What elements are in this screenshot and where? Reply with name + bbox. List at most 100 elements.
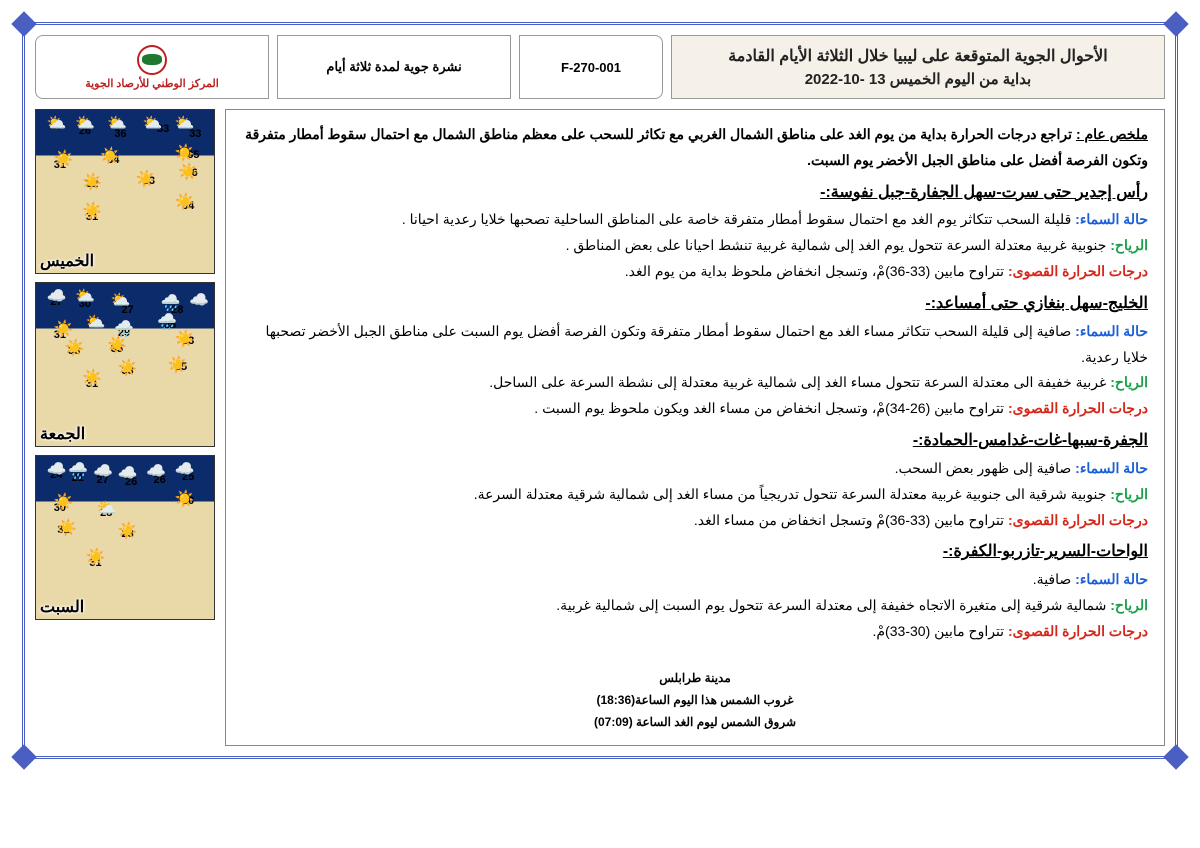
region-title: الخليج-سهل بنغازي حتى أمساعد:- — [242, 289, 1148, 319]
title-line1: الأحوال الجوية المتوقعة على ليبيا خلال ا… — [686, 46, 1150, 66]
weather-icon — [189, 290, 209, 310]
summary-label: ملخص عام : — [1076, 126, 1148, 142]
weather-icon — [175, 329, 195, 349]
weather-icon — [107, 335, 127, 355]
logo-icon — [137, 45, 167, 75]
weather-icon — [175, 489, 195, 509]
corner-ornament — [1163, 745, 1188, 770]
weather-icon — [82, 172, 102, 192]
summary-text: تراجع درجات الحرارة بداية من يوم الغد عل… — [245, 126, 1148, 168]
weather-icon — [178, 162, 198, 182]
header-row: الأحوال الجوية المتوقعة على ليبيا خلال ا… — [35, 35, 1165, 99]
weather-icon — [82, 368, 102, 388]
maps-column: الخميس27263633333134353233363134الجمعة27… — [35, 109, 215, 746]
weather-icon — [54, 149, 74, 169]
weather-icon — [136, 169, 156, 189]
weather-icon — [54, 319, 74, 339]
weather-icon — [93, 461, 113, 481]
main-row: ملخص عام : تراجع درجات الحرارة بداية من … — [35, 109, 1165, 746]
weather-icon — [118, 521, 138, 541]
wind-row: الرياح: غربية خفيفة الى معتدلة السرعة تت… — [242, 370, 1148, 396]
region-block: الخليج-سهل بنغازي حتى أمساعد:- حالة السم… — [242, 289, 1148, 422]
corner-ornament — [11, 11, 36, 36]
weather-icon — [64, 338, 84, 358]
weather-icon — [118, 463, 138, 483]
region-title: الواحات-السرير-تازربو-الكفرة:- — [242, 537, 1148, 567]
summary: ملخص عام : تراجع درجات الحرارة بداية من … — [242, 122, 1148, 174]
sunrise-time: شروق الشمس ليوم الغد الساعة (07:09) — [242, 711, 1148, 733]
region-title: رأس إجدير حتى سرت-سهل الجفارة-جبل نفوسة:… — [242, 178, 1148, 208]
weather-icon — [68, 461, 88, 481]
corner-ornament — [11, 745, 36, 770]
weather-icon — [175, 113, 195, 133]
forecast-map: السبت242127262625302830312831 — [35, 455, 215, 620]
region-block: الجفرة-سبها-غات-غدامس-الحمادة:- حالة الس… — [242, 426, 1148, 533]
weather-icon — [161, 293, 181, 313]
temp-row: درجات الحرارة القصوى: تتراوح مابين (33-3… — [242, 259, 1148, 285]
weather-icon — [47, 286, 67, 306]
temp-text: تتراوح مابين (33-36)مْ، وتسجل انخفاض ملح… — [625, 263, 1004, 279]
sky-row: حالة السماء: قليلة السحب تتكاثر يوم الغد… — [242, 207, 1148, 233]
temp-label: درجات الحرارة القصوى: — [1008, 512, 1148, 528]
map-day-label: السبت — [40, 597, 84, 617]
sky-label: حالة السماء: — [1075, 460, 1148, 476]
wind-label: الرياح: — [1110, 374, 1148, 390]
wind-text: شمالية شرقية إلى متغيرة الاتجاه خفيفة إل… — [556, 597, 1106, 613]
bulletin-type: نشرة جوية لمدة ثلاثة أيام — [277, 35, 511, 99]
sky-label: حالة السماء: — [1075, 323, 1148, 339]
temp-text: تتراوح مابين (33-36)مْ وتسجل انخفاض من م… — [694, 512, 1004, 528]
weather-icon — [175, 192, 195, 212]
weather-icon — [143, 113, 163, 133]
weather-icon — [111, 290, 131, 310]
forecast-content: ملخص عام : تراجع درجات الحرارة بداية من … — [225, 109, 1165, 746]
wind-row: الرياح: جنوبية غربية معتدلة السرعة تتحول… — [242, 233, 1148, 259]
weather-icon — [168, 355, 188, 375]
city-name: مدينة طرابلس — [242, 667, 1148, 689]
document-frame: الأحوال الجوية المتوقعة على ليبيا خلال ا… — [22, 22, 1178, 759]
map-day-label: الجمعة — [40, 424, 85, 444]
wind-text: جنوبية شرقية الى جنوبية غربية معتدلة الس… — [474, 486, 1107, 502]
wind-label: الرياح: — [1110, 597, 1148, 613]
sky-label: حالة السماء: — [1075, 211, 1148, 227]
wind-text: غربية خفيفة الى معتدلة السرعة تتحول مساء… — [489, 374, 1106, 390]
temp-label: درجات الحرارة القصوى: — [1008, 263, 1148, 279]
weather-icon — [57, 518, 77, 538]
weather-icon — [75, 286, 95, 306]
title-line2: بداية من اليوم الخميس 13 -10-2022 — [686, 70, 1150, 88]
wind-label: الرياح: — [1110, 237, 1148, 253]
temp-row: درجات الحرارة القصوى: تتراوح مابين (30-3… — [242, 619, 1148, 645]
sky-text: صافية إلى ظهور بعض السحب. — [895, 460, 1072, 476]
weather-icon — [82, 201, 102, 221]
header-title-box: الأحوال الجوية المتوقعة على ليبيا خلال ا… — [671, 35, 1165, 99]
sky-text: قليلة السحب تتكاثر يوم الغد مع احتمال سق… — [402, 211, 1071, 227]
form-code: F-270-001 — [519, 35, 663, 99]
weather-icon — [100, 146, 120, 166]
temp-text: تتراوح مابين (26-34)مْ، وتسجل انخفاض من … — [534, 400, 1004, 416]
wind-row: الرياح: شمالية شرقية إلى متغيرة الاتجاه … — [242, 593, 1148, 619]
weather-icon — [107, 113, 127, 133]
sun-times: مدينة طرابلس غروب الشمس هذا اليوم الساعة… — [242, 667, 1148, 734]
corner-ornament — [1163, 11, 1188, 36]
sky-row: حالة السماء: صافية إلى ظهور بعض السحب. — [242, 456, 1148, 482]
temp-label: درجات الحرارة القصوى: — [1008, 623, 1148, 639]
temp-label: درجات الحرارة القصوى: — [1008, 400, 1148, 416]
weather-icon — [54, 492, 74, 512]
region-block: الواحات-السرير-تازربو-الكفرة:- حالة السم… — [242, 537, 1148, 644]
map-day-label: الخميس — [40, 251, 94, 271]
wind-label: الرياح: — [1110, 486, 1148, 502]
weather-icon — [86, 547, 106, 567]
weather-icon — [86, 312, 106, 332]
region-title: الجفرة-سبها-غات-غدامس-الحمادة:- — [242, 426, 1148, 456]
weather-icon — [75, 113, 95, 133]
temp-row: درجات الحرارة القصوى: تتراوح مابين (26-3… — [242, 396, 1148, 422]
sky-label: حالة السماء: — [1075, 571, 1148, 587]
forecast-map: الجمعة2730272831342928333533313335 — [35, 282, 215, 447]
sunset-time: غروب الشمس هذا اليوم الساعة(18:36) — [242, 689, 1148, 711]
weather-icon — [47, 113, 67, 133]
org-name: المركز الوطني للأرصاد الجوية — [85, 77, 219, 90]
weather-icon — [118, 358, 138, 378]
sky-text: صافية. — [1033, 571, 1071, 587]
sky-text: صافية إلى قليلة السحب تتكاثر مساء الغد م… — [265, 323, 1148, 365]
region-block: رأس إجدير حتى سرت-سهل الجفارة-جبل نفوسة:… — [242, 178, 1148, 285]
org-logo-box: المركز الوطني للأرصاد الجوية — [35, 35, 269, 99]
